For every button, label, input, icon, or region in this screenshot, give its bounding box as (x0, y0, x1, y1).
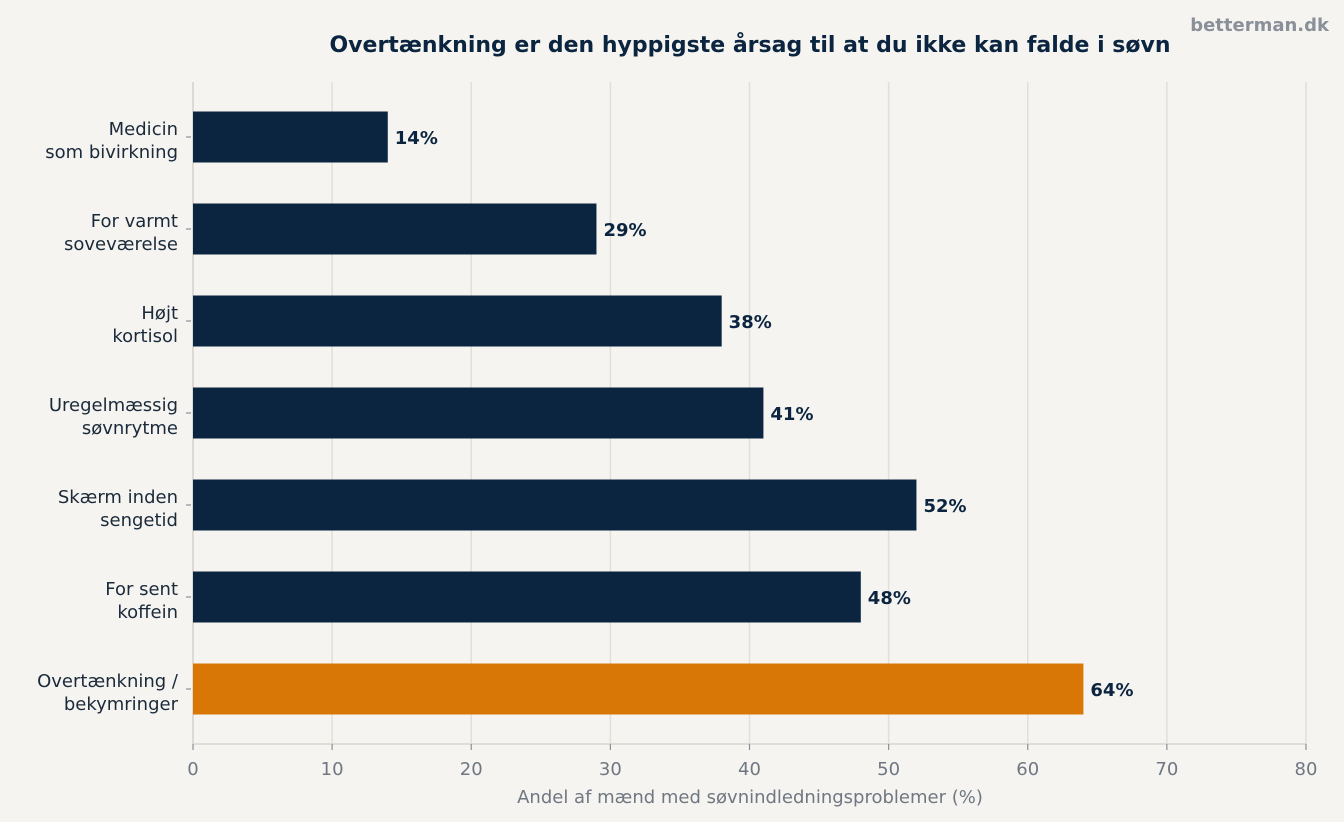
category-label: For sent koffein (105, 579, 178, 623)
data-label: 48% (868, 588, 911, 609)
bar (193, 479, 917, 531)
data-label: 38% (729, 312, 772, 333)
category-label-line: sengetid (100, 510, 178, 531)
x-tick-label: 30 (599, 759, 622, 780)
category-label: Uregelmæssig søvnrytme (49, 395, 178, 439)
category-label: For varmt soveværelse (64, 211, 178, 255)
x-tick-label: 40 (738, 759, 761, 780)
category-label: Medicin som bivirkning (45, 119, 178, 163)
bar (193, 111, 388, 163)
x-tick-label: 60 (1016, 759, 1039, 780)
category-label-line: Medicin (109, 119, 178, 140)
bar (193, 295, 722, 347)
x-tick-label: 20 (460, 759, 483, 780)
category-label: Overtænkning / bekymringer (37, 671, 179, 715)
category-label-line: soveværelse (64, 234, 178, 255)
data-label: 41% (770, 404, 813, 425)
bar (193, 663, 1084, 715)
data-label: 64% (1090, 680, 1133, 701)
category-label-line: kortisol (112, 326, 178, 347)
data-label: 52% (923, 496, 966, 517)
category-label-line: bekymringer (64, 694, 179, 715)
data-label: 14% (395, 128, 438, 149)
category-label-line: Skærm inden (58, 487, 178, 508)
bar (193, 571, 861, 623)
chart-title: Overtænkning er den hyppigste årsag til … (329, 32, 1170, 58)
bar (193, 387, 764, 439)
watermark: betterman.dk (1190, 15, 1330, 36)
category-label-line: søvnrytme (82, 418, 178, 439)
x-tick-label: 0 (187, 759, 198, 780)
category-label-line: som bivirkning (45, 142, 178, 163)
category-label: Skærm inden sengetid (58, 487, 178, 531)
x-tick-label: 50 (877, 759, 900, 780)
bar (193, 203, 597, 255)
category-label-line: For varmt (91, 211, 178, 232)
x-tick-label: 80 (1295, 759, 1318, 780)
category-label-line: koffein (117, 602, 178, 623)
category-label-line: Overtænkning / (37, 671, 179, 692)
data-label: 29% (603, 220, 646, 241)
category-label: Højt kortisol (112, 303, 178, 347)
x-tick-label: 70 (1155, 759, 1178, 780)
category-label-line: For sent (105, 579, 178, 600)
category-label-line: Højt (141, 303, 178, 324)
x-axis-label: Andel af mænd med søvnindledningsproblem… (517, 787, 983, 808)
category-label-line: Uregelmæssig (49, 395, 178, 416)
x-tick-label: 10 (321, 759, 344, 780)
